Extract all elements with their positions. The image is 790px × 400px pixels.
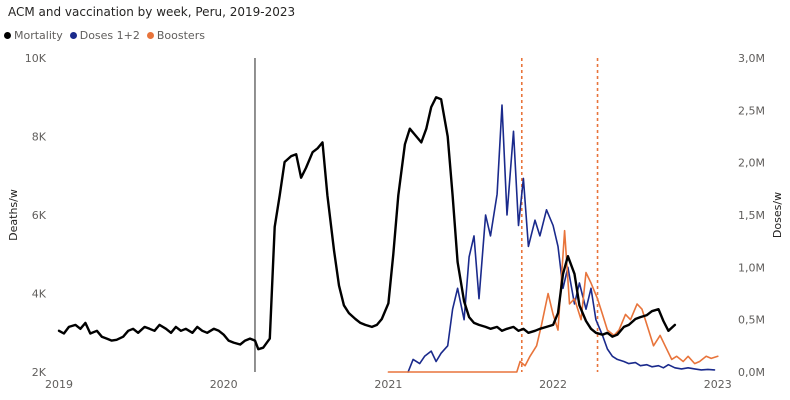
series-line-doses-1-2 bbox=[407, 104, 716, 373]
x-tick-label: 2023 bbox=[704, 378, 732, 391]
x-tick-label: 2022 bbox=[539, 378, 567, 391]
chart-title: ACM and vaccination by week, Peru, 2019-… bbox=[8, 5, 296, 19]
x-tick-label: 2019 bbox=[45, 378, 73, 391]
legend-label-doses: Doses 1+2 bbox=[79, 29, 140, 42]
y2-axis-title: Doses/w bbox=[771, 192, 784, 238]
y-tick-label: 10K bbox=[25, 52, 47, 65]
y-tick-label: 6K bbox=[32, 209, 47, 222]
y2-tick-label: 0,0M bbox=[738, 366, 765, 379]
legend-label-mortality: Mortality bbox=[14, 29, 63, 42]
legend-marker-boosters bbox=[146, 32, 154, 39]
legend-item-mortality[interactable]: Mortality bbox=[4, 29, 63, 42]
x-tick-label: 2020 bbox=[210, 378, 238, 391]
x-tick-label: 2021 bbox=[374, 378, 402, 391]
y2-tick-label: 3,0M bbox=[738, 52, 765, 65]
y2-tick-label: 0,5M bbox=[738, 314, 765, 327]
y2-tick-label: 2,0M bbox=[738, 157, 765, 170]
y2-tick-label: 1,0M bbox=[738, 261, 765, 274]
legend-marker-doses bbox=[69, 32, 77, 39]
legend-item-doses[interactable]: Doses 1+2 bbox=[69, 29, 140, 42]
legend: Mortality Doses 1+2 Boosters bbox=[4, 29, 205, 42]
y-tick-label: 8K bbox=[32, 131, 47, 144]
y-tick-label: 2K bbox=[32, 366, 47, 379]
legend-label-boosters: Boosters bbox=[156, 29, 205, 42]
y-axis-title: Deaths/w bbox=[7, 189, 20, 241]
legend-item-boosters[interactable]: Boosters bbox=[146, 29, 205, 42]
legend-marker-mortality bbox=[4, 32, 11, 39]
series-line-boosters bbox=[387, 229, 719, 373]
y2-tick-label: 1,5M bbox=[738, 209, 765, 222]
series-line-mortality bbox=[57, 96, 677, 351]
y2-tick-label: 2,5M bbox=[738, 104, 765, 117]
y-tick-label: 4K bbox=[32, 288, 47, 301]
